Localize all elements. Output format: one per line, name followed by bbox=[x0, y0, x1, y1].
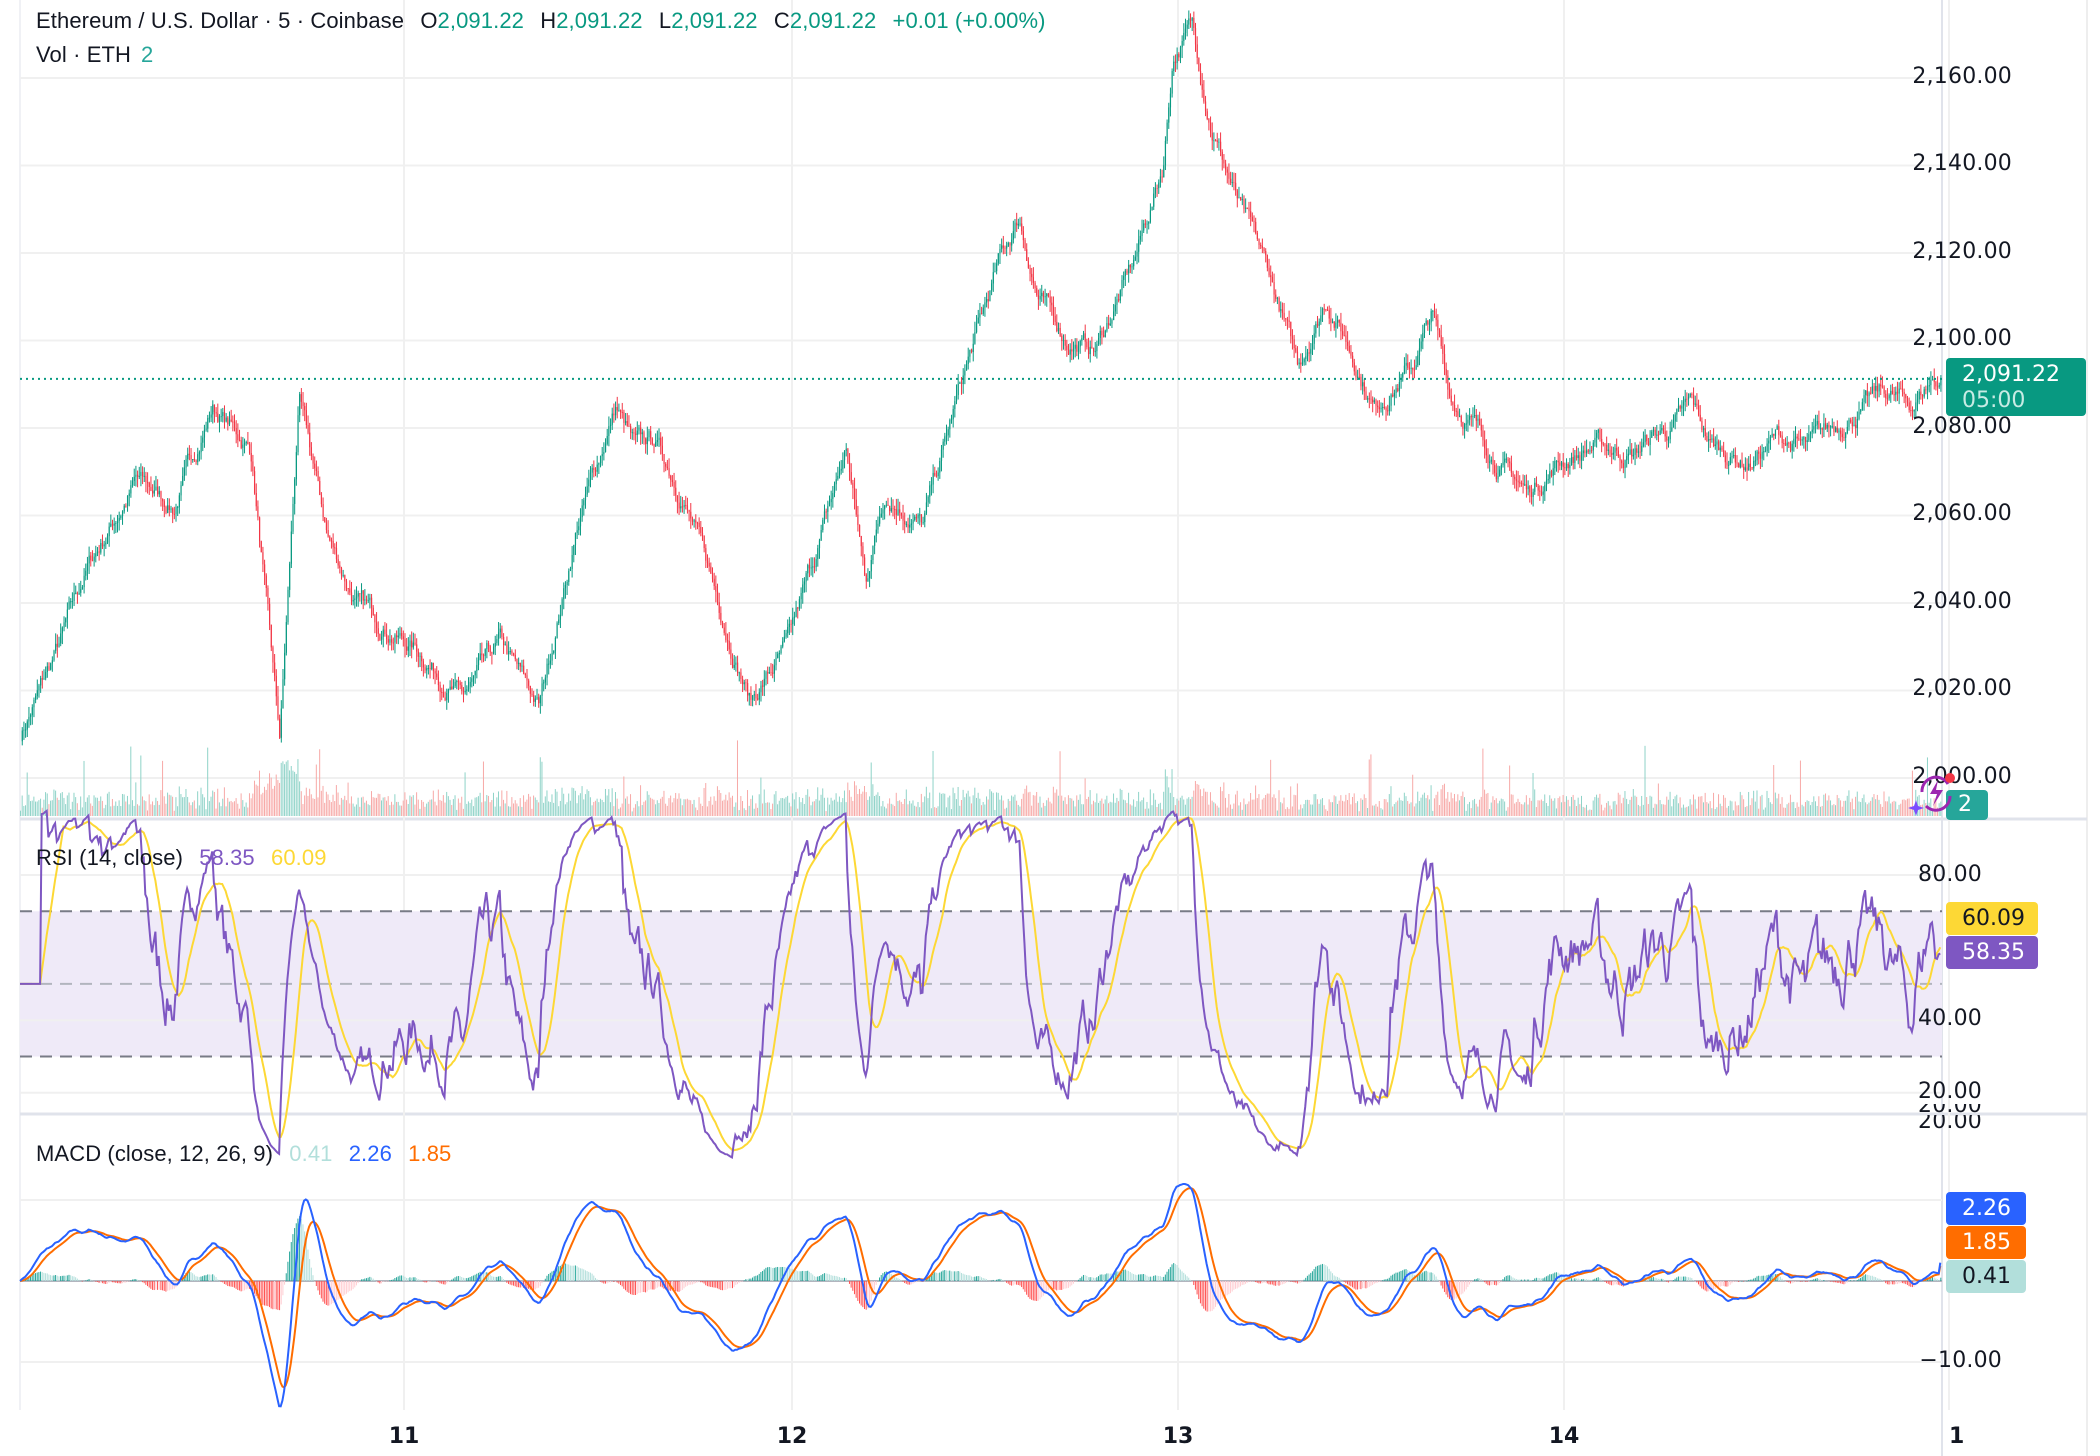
time-tick: 13 bbox=[1162, 1424, 1194, 1449]
high-value: 2,091.22 bbox=[556, 8, 643, 33]
macd-tick: −10.00 bbox=[1919, 1348, 2002, 1373]
interval: 5 bbox=[278, 8, 291, 33]
rsi-ma-tag: 60.09 bbox=[1946, 902, 2038, 935]
low-label: L bbox=[658, 8, 672, 33]
bar-countdown: 05:00 bbox=[1962, 388, 2026, 413]
time-tick: 14 bbox=[1548, 1424, 1580, 1449]
time-tick: 15 bbox=[1949, 1424, 1965, 1449]
last-price: 2,091.22 bbox=[1962, 362, 2060, 387]
price-tick: 2,160.00 bbox=[1912, 64, 2012, 89]
macd-tick: 20.00 bbox=[1918, 1115, 1982, 1133]
volume-tag: 2 bbox=[1946, 790, 1988, 820]
rsi-tick: 80.00 bbox=[1918, 862, 1982, 887]
macd-value-tag: 2.26 bbox=[1946, 1192, 2026, 1225]
rsi-value: 58.35 bbox=[199, 845, 255, 870]
price-tick: 2,080.00 bbox=[1912, 414, 2012, 439]
macd-title: MACD (close, 12, 26, 9) bbox=[36, 1141, 274, 1166]
last-price-tag: 2,091.22 05:00 bbox=[1946, 358, 2086, 416]
ai-assistant-icon[interactable] bbox=[1908, 770, 1956, 816]
volume-value: 2 bbox=[141, 42, 154, 67]
rsi-title: RSI (14, close) bbox=[36, 845, 183, 870]
rsi-tick: 40.00 bbox=[1918, 1006, 1982, 1031]
macd-value: 2.26 bbox=[348, 1141, 392, 1166]
time-tick: 12 bbox=[776, 1424, 808, 1449]
price-tick: 2,120.00 bbox=[1912, 239, 2012, 264]
open-label: O bbox=[420, 8, 438, 33]
change-value: +0.01 (+0.00%) bbox=[892, 8, 1046, 33]
price-tick: 2,060.00 bbox=[1912, 501, 2012, 526]
time-tick: 11 bbox=[388, 1424, 420, 1449]
rsi-ma-value: 60.09 bbox=[271, 845, 327, 870]
price-tick: 2,140.00 bbox=[1912, 151, 2012, 176]
high-label: H bbox=[540, 8, 557, 33]
volume-label: Vol · ETH bbox=[36, 42, 132, 67]
exchange: Coinbase bbox=[310, 8, 405, 33]
macd-signal-tag: 1.85 bbox=[1946, 1226, 2026, 1259]
price-tick: 2,100.00 bbox=[1912, 326, 2012, 351]
symbol-name[interactable]: Ethereum / U.S. Dollar bbox=[36, 8, 259, 33]
price-tick: 2,000.00 bbox=[1912, 764, 2012, 789]
macd-histogram-value: 0.41 bbox=[289, 1141, 333, 1166]
macd-tick-cut: 20.00 bbox=[1918, 1104, 1982, 1118]
symbol-legend[interactable]: Ethereum / U.S. Dollar · 5 · Coinbase O2… bbox=[36, 8, 1046, 33]
macd-signal-value: 1.85 bbox=[408, 1141, 452, 1166]
price-tick: 2,040.00 bbox=[1912, 589, 2012, 614]
price-tick: 2,020.00 bbox=[1912, 676, 2012, 701]
close-label: C bbox=[773, 8, 790, 33]
close-value: 2,091.22 bbox=[789, 8, 877, 33]
rsi-value-tag: 58.35 bbox=[1946, 936, 2038, 969]
low-value: 2,091.22 bbox=[671, 8, 758, 33]
macd-legend[interactable]: MACD (close, 12, 26, 9) 0.41 2.26 1.85 bbox=[36, 1141, 451, 1167]
volume-legend[interactable]: Vol · ETH 2 bbox=[36, 42, 153, 68]
macd-histogram-tag: 0.41 bbox=[1946, 1260, 2026, 1293]
open-value: 2,091.22 bbox=[437, 8, 524, 33]
rsi-legend[interactable]: RSI (14, close) 58.35 60.09 bbox=[36, 845, 327, 871]
rsi-tick: 20.00 bbox=[1918, 1079, 1982, 1104]
